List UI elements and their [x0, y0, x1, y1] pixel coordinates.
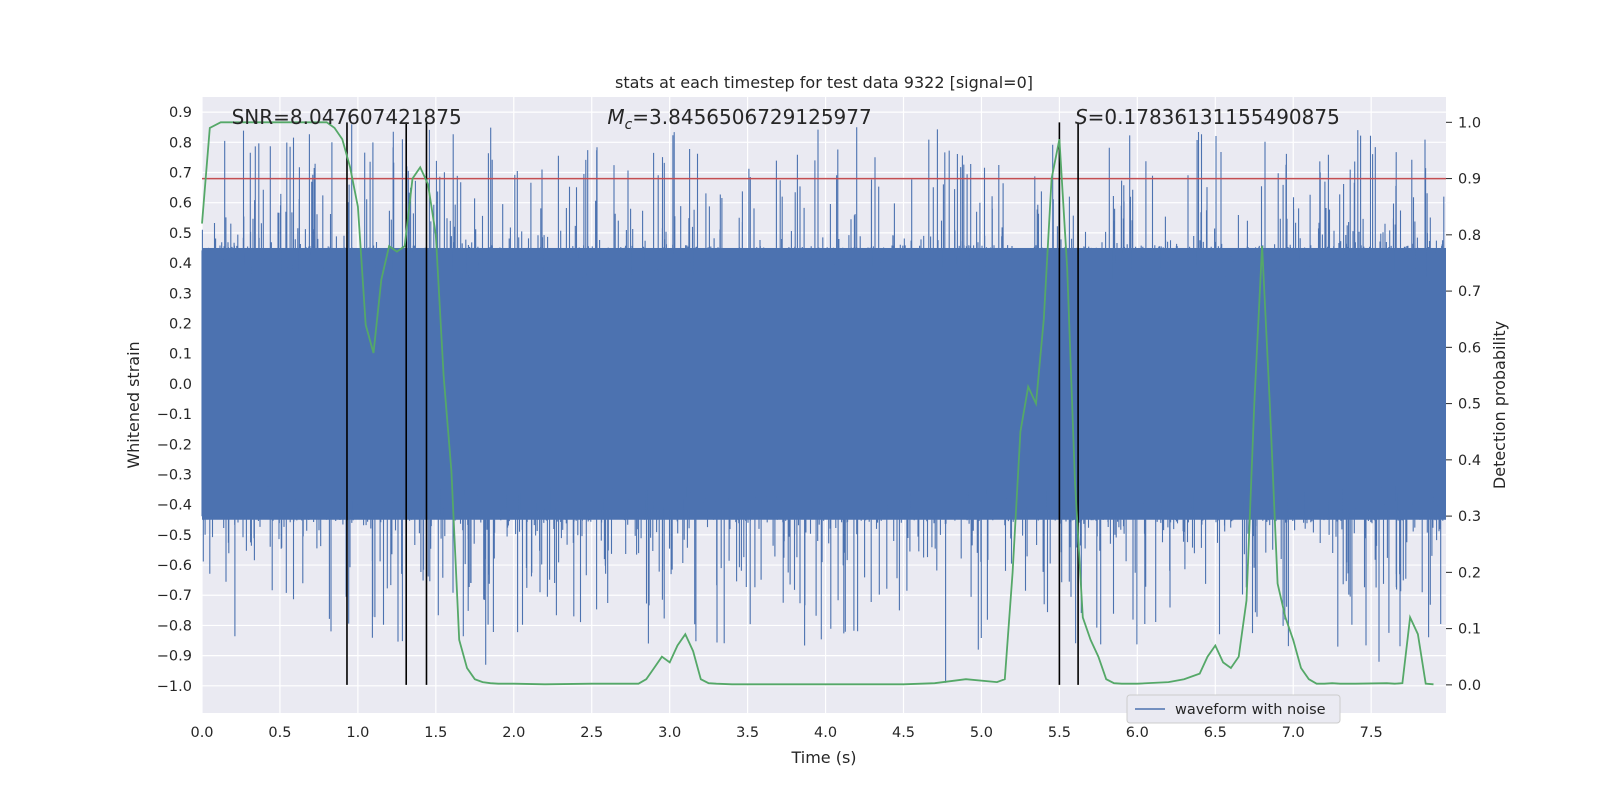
y-left-tick-label: −0.1	[157, 407, 192, 423]
y-right-tick-label: 0.3	[1458, 509, 1481, 525]
y-left-tick-label: −0.3	[157, 467, 192, 483]
chirp-mass-subscript: c	[625, 117, 633, 133]
chart-title: stats at each timestep for test data 932…	[615, 73, 1033, 92]
x-tick-label: 0.0	[190, 725, 213, 741]
y-right-tick-label: 1.0	[1458, 115, 1481, 131]
y-right-tick-label: 0.8	[1458, 228, 1481, 244]
y-left-axis-ticks: 0.9 0.8 0.7 0.6 0.5 0.4 0.3 0.2 0.1 0.0 −0.1 −0.2 −0…	[157, 105, 192, 695]
x-axis-ticks: 0.0 0.5 1.0 1.5 2.0 2.5 3.0 3.5 4.0 4.5 5.0 5.5 6.0 6…	[190, 725, 1382, 741]
legend: waveform with noise	[1126, 694, 1341, 724]
vertical-markers	[346, 122, 1079, 685]
y-left-tick-label: −0.8	[157, 618, 192, 634]
y-left-tick-label: 0.1	[169, 347, 192, 363]
y-left-tick-label: −0.6	[157, 558, 192, 574]
y-left-tick-label: −0.2	[157, 437, 192, 453]
y-left-tick-label: −0.5	[157, 528, 192, 544]
snr-annotation: SNR=8.047607421875	[232, 105, 462, 129]
y-left-tick-label: −1.0	[157, 679, 192, 695]
x-tick-label: 4.0	[814, 725, 837, 741]
annotations: SNR=8.047607421875 Mc=3.8456506729125977…	[232, 105, 1340, 133]
x-tick-label: 2.0	[502, 725, 525, 741]
y-right-tick-label: 0.7	[1458, 284, 1481, 300]
y-right-axis-ticks: 1.0 0.9 0.8 0.7 0.6 0.5 0.4 0.3 0.2 0.1 0.0	[1446, 115, 1481, 694]
y-right-tick-label: 0.1	[1458, 622, 1481, 638]
waveform-series	[201, 124, 1446, 683]
x-tick-label: 1.5	[424, 725, 447, 741]
y-right-tick-label: 0.4	[1458, 453, 1481, 469]
y-left-tick-label: −0.9	[157, 649, 192, 665]
y-left-tick-label: −0.4	[157, 498, 192, 514]
x-tick-label: 3.5	[736, 725, 759, 741]
probability-series	[201, 121, 1434, 686]
y-left-tick-label: −0.7	[157, 588, 192, 604]
x-tick-label: 6.0	[1126, 725, 1149, 741]
probability-line	[201, 121, 1434, 686]
y-right-tick-label: 0.2	[1458, 565, 1481, 581]
y-left-tick-label: 0.5	[169, 226, 192, 242]
x-tick-label: 5.5	[1048, 725, 1071, 741]
y-left-axis-label: Whitened strain	[124, 341, 143, 468]
x-tick-label: 3.0	[658, 725, 681, 741]
waveform-line	[201, 124, 1446, 683]
x-tick-label: 0.5	[268, 725, 291, 741]
y-left-tick-label: 0.2	[169, 316, 192, 332]
s-annotation: S=0.17836131155490875	[1075, 105, 1340, 129]
x-tick-label: 2.5	[580, 725, 603, 741]
y-left-tick-label: 0.6	[169, 196, 192, 212]
chirp-mass-annotation: Mc=3.8456506729125977	[607, 105, 871, 133]
y-left-tick-label: 0.7	[169, 165, 192, 181]
x-axis-label: Time (s)	[790, 748, 856, 767]
y-right-tick-label: 0.0	[1458, 678, 1481, 694]
y-left-tick-label: 0.9	[169, 105, 192, 121]
y-right-tick-label: 0.5	[1458, 397, 1481, 413]
x-tick-label: 5.0	[970, 725, 993, 741]
y-left-tick-label: 0.0	[169, 377, 192, 393]
x-tick-label: 7.5	[1360, 725, 1383, 741]
x-tick-label: 4.5	[892, 725, 915, 741]
y-left-tick-label: 0.4	[169, 256, 192, 272]
y-right-axis-label: Detection probability	[1490, 321, 1509, 489]
s-value: =0.17836131155490875	[1088, 105, 1340, 129]
chirp-mass-value: =3.8456506729125977	[632, 105, 871, 129]
y-right-tick-label: 0.6	[1458, 340, 1481, 356]
legend-box	[1126, 694, 1341, 724]
chirp-mass-symbol: M	[607, 105, 624, 129]
s-symbol: S	[1075, 105, 1088, 129]
y-left-tick-label: 0.8	[169, 135, 192, 151]
y-left-tick-label: 0.3	[169, 286, 192, 302]
x-tick-label: 1.0	[346, 725, 369, 741]
y-right-tick-label: 0.9	[1458, 172, 1481, 188]
x-tick-label: 7.0	[1282, 725, 1305, 741]
legend-label: waveform with noise	[1175, 702, 1326, 718]
x-tick-label: 6.5	[1204, 725, 1227, 741]
